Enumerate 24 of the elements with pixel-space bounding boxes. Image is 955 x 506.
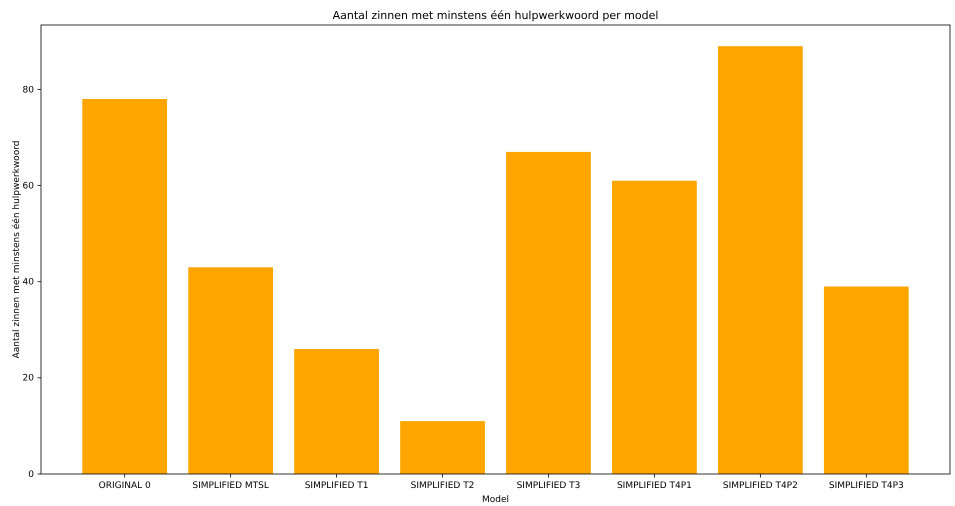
x-tick-label: SIMPLIFIED T3 <box>516 481 580 491</box>
x-tick-label: SIMPLIFIED T4P3 <box>828 481 904 491</box>
y-tick-label: 0 <box>28 470 34 480</box>
y-tick-label: 20 <box>22 374 34 384</box>
y-axis-title: Aantal zinnen met minstens één hulpwerkwoord <box>11 140 22 358</box>
y-tick-label: 40 <box>22 278 34 288</box>
x-tick-label: SIMPLIFIED T1 <box>304 481 368 491</box>
chart-title: Aantal zinnen met minstens één hulpwerkwoord per model <box>332 9 658 22</box>
x-tick-label: ORIGINAL 0 <box>98 481 152 491</box>
y-tick-label: 80 <box>22 85 34 96</box>
y-tick-label: 60 <box>22 181 34 192</box>
bar <box>188 267 274 474</box>
bar <box>718 46 803 474</box>
bar <box>506 152 591 474</box>
bar <box>400 421 485 474</box>
bar <box>294 349 379 474</box>
bar <box>82 99 168 474</box>
x-tick-label: SIMPLIFIED T4P2 <box>722 481 798 491</box>
x-axis-title: Model <box>482 495 510 505</box>
bar <box>612 180 697 474</box>
x-tick-label: SIMPLIFIED T2 <box>410 481 474 491</box>
bar <box>824 286 909 474</box>
x-tick-label: SIMPLIFIED T4P1 <box>616 481 692 491</box>
x-tick-label: SIMPLIFIED MTSL <box>192 481 269 491</box>
